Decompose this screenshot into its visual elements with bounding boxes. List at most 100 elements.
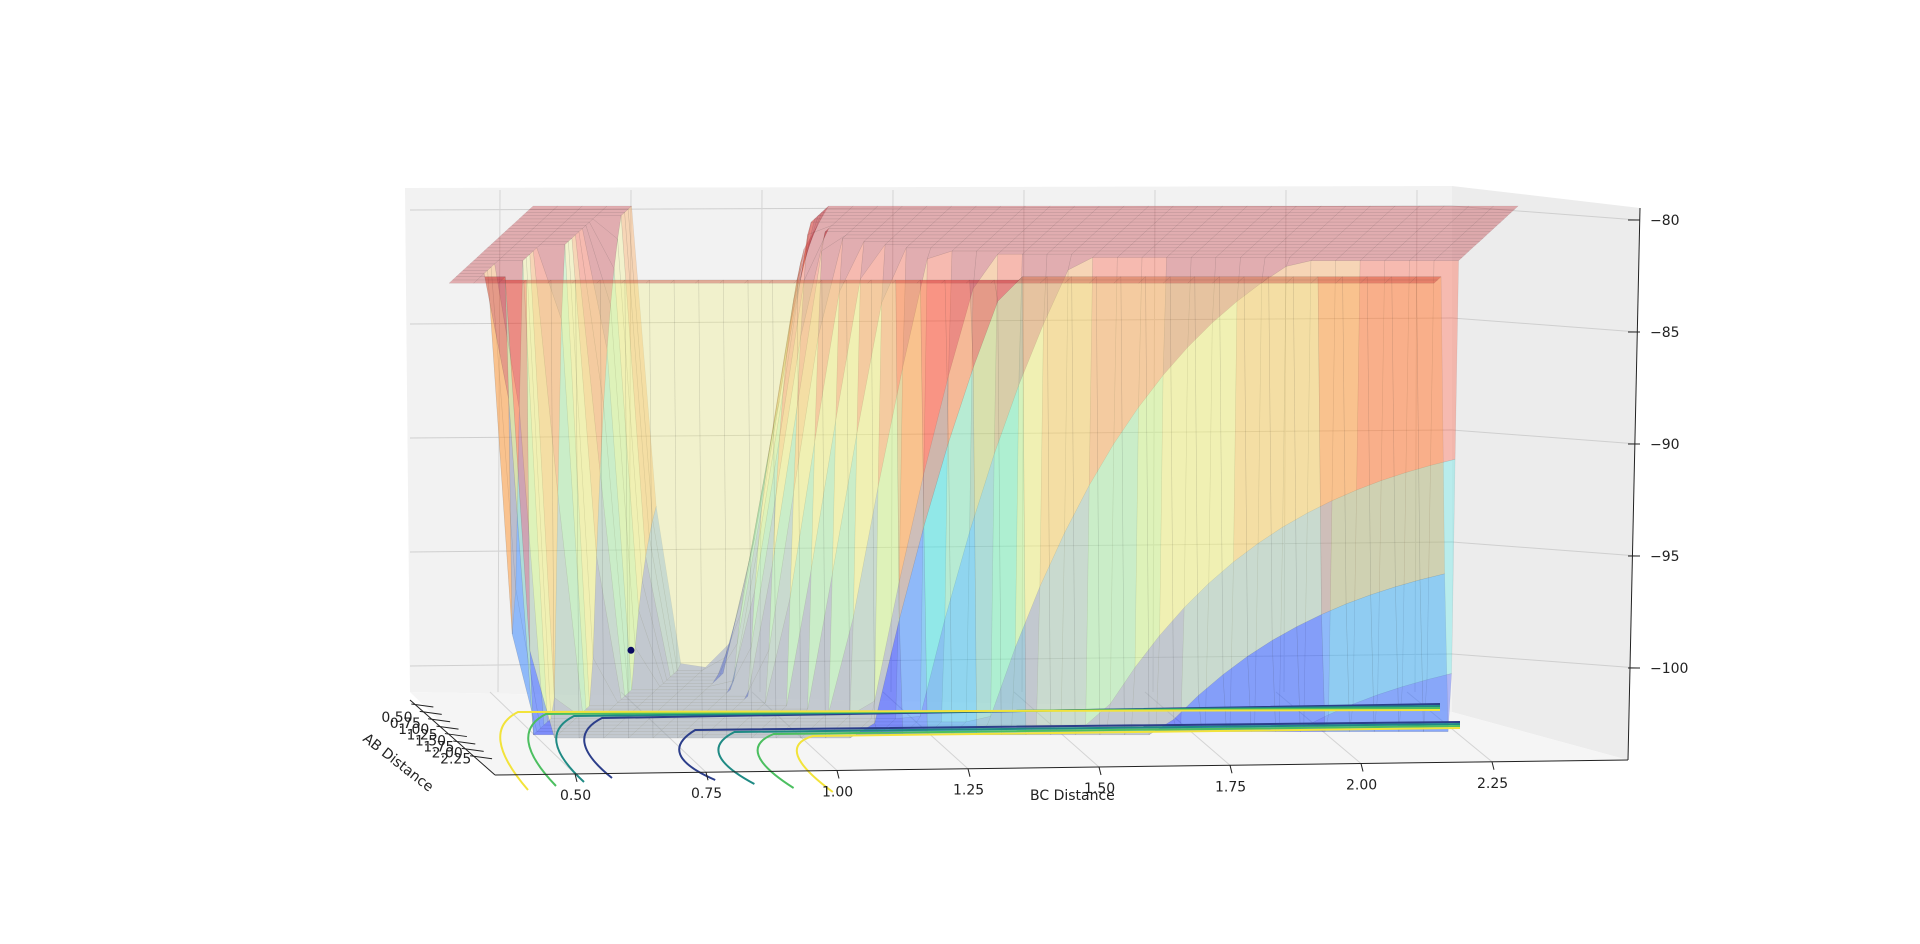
surface-patch — [645, 718, 675, 723]
surface-patch — [697, 656, 727, 674]
surface-patch — [1250, 244, 1280, 249]
surface-patch — [1246, 225, 1277, 229]
surface-patch — [1307, 260, 1336, 514]
surface-patch — [740, 452, 770, 614]
surface-patch — [750, 401, 780, 552]
surface-patch — [1289, 276, 1319, 281]
surface-patch — [793, 250, 822, 493]
surface-patch — [676, 663, 707, 671]
surface-patch — [997, 276, 1027, 736]
surface-patch — [526, 279, 555, 739]
surface-patch — [610, 728, 640, 732]
surface-patch — [866, 212, 897, 216]
surface-patch — [1229, 218, 1259, 223]
surface-patch — [550, 231, 580, 236]
surface-patch — [490, 263, 520, 589]
surface-patch — [673, 279, 703, 739]
surface-patch — [1243, 250, 1273, 255]
surface-patch — [1194, 276, 1224, 697]
surface-patch — [603, 349, 632, 694]
surface-patch — [472, 279, 503, 284]
surface-patch — [839, 237, 869, 293]
surface-patch — [634, 610, 664, 687]
surface-patch — [613, 238, 643, 611]
surface-patch — [831, 221, 862, 226]
surface-patch — [884, 218, 914, 223]
surface-patch — [1053, 221, 1083, 226]
surface-patch — [1366, 250, 1396, 255]
surface-patch — [937, 237, 967, 242]
surface-patch — [923, 250, 953, 474]
surface-patch — [817, 718, 848, 723]
surface-patch — [511, 244, 541, 249]
surface-patch — [1179, 241, 1210, 245]
bc-axis-line — [494, 759, 1629, 776]
surface-patch — [1271, 626, 1301, 732]
surface-patch — [817, 234, 847, 337]
surface-patch — [553, 228, 584, 232]
surface-patch — [1021, 250, 1052, 255]
surface-patch — [1186, 234, 1217, 239]
surface-patch — [543, 215, 573, 220]
surface-patch — [1257, 215, 1287, 220]
surface-patch — [1053, 244, 1083, 249]
surface-patch — [701, 641, 731, 671]
surface-patch — [1011, 586, 1041, 726]
surface-patch — [1299, 221, 1329, 226]
surface-patch — [1095, 228, 1125, 232]
surface-patch — [1383, 234, 1414, 239]
surface-patch — [683, 683, 714, 687]
surface-patch — [1035, 215, 1066, 220]
surface-patch — [866, 234, 897, 239]
surface-patch — [1310, 257, 1340, 261]
surface-patch — [1187, 257, 1217, 348]
surface-patch — [560, 728, 591, 732]
surface-patch — [1390, 205, 1421, 210]
surface-patch — [1042, 208, 1073, 213]
surface-patch — [1246, 247, 1277, 252]
surface-patch — [948, 250, 977, 377]
ab-tick-mark — [444, 733, 467, 738]
surface-patch — [715, 588, 745, 681]
ab-tick-mark — [419, 710, 442, 715]
surface-patch — [817, 212, 847, 216]
surface-patch — [1331, 237, 1361, 242]
surface-patch — [1260, 234, 1291, 239]
surface-patch — [1377, 472, 1407, 696]
surface-patch — [515, 241, 545, 245]
surface-patch — [923, 228, 953, 232]
surface-patch — [712, 702, 742, 707]
surface-patch — [870, 208, 900, 213]
surface-patch — [1236, 234, 1266, 239]
surface-patch — [1387, 231, 1417, 236]
surface-patch — [1039, 279, 1069, 284]
surface-patch — [1158, 215, 1189, 220]
surface-patch — [1464, 228, 1495, 232]
surface-patch — [1123, 247, 1154, 252]
surface-patch — [747, 494, 777, 697]
surface-patch — [704, 680, 735, 691]
surface-patch — [1158, 237, 1189, 242]
surface-patch — [1408, 212, 1438, 216]
surface-patch — [789, 721, 819, 726]
surface-patch — [1394, 225, 1424, 229]
surface-patch — [729, 544, 759, 690]
surface-patch — [1412, 276, 1442, 281]
surface-patch — [519, 260, 548, 726]
surface-patch — [1098, 225, 1129, 229]
surface-patch — [740, 721, 770, 726]
surface-patch — [863, 215, 893, 220]
surface-patch — [596, 472, 625, 700]
surface-patch — [915, 212, 946, 216]
surface-patch — [1261, 279, 1291, 284]
surface-patch — [775, 280, 805, 495]
surface-patch — [940, 279, 971, 284]
surface-patch — [493, 237, 524, 242]
surface-patch — [1067, 276, 1097, 281]
surface-patch — [546, 279, 577, 284]
surface-patch — [1190, 276, 1221, 281]
surface-patch — [1408, 257, 1439, 261]
surface-patch — [1011, 237, 1041, 242]
floor-contours — [499, 703, 1461, 793]
surface-patch — [793, 212, 822, 301]
